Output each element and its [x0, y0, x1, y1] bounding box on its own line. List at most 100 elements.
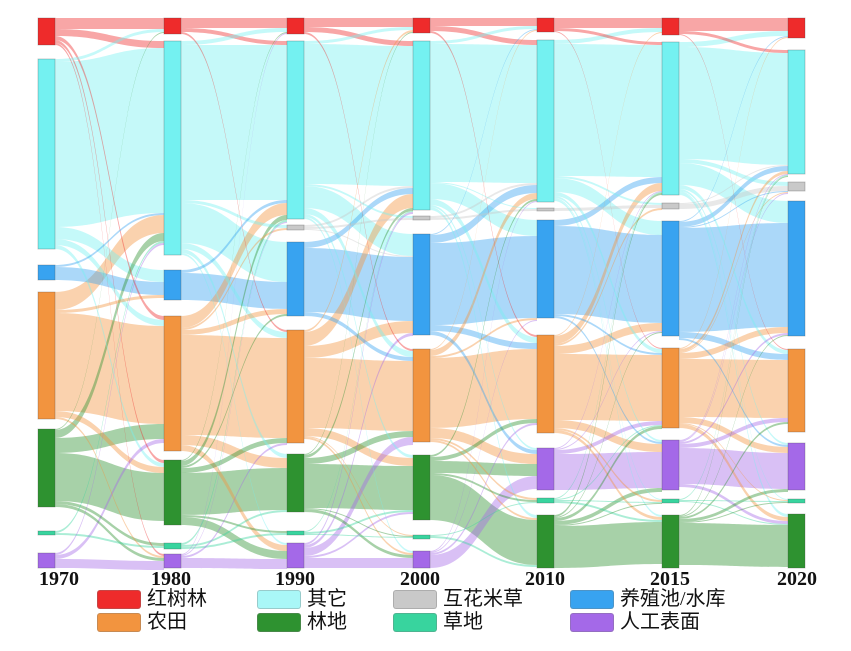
- flow-art-to-for: [304, 512, 413, 558]
- node-far-2015: [661, 347, 680, 429]
- flow-art-to-far: [304, 437, 413, 556]
- node-gra-2020: [787, 498, 806, 504]
- flow-art-to-aqu: [679, 333, 788, 444]
- flow-far-to-far: [430, 349, 537, 428]
- flow-for-to-oth: [181, 215, 287, 466]
- flow-oth-to-art: [304, 217, 413, 553]
- flow-gra-to-gra: [430, 502, 537, 536]
- flow-aqu-to-art: [554, 316, 662, 444]
- flow-oth-to-for: [181, 249, 287, 458]
- flow-oth-to-man: [554, 28, 662, 44]
- flow-oth-to-oth: [181, 45, 287, 200]
- flow-man-to-man: [55, 18, 164, 29]
- node-aqu-2015: [661, 220, 680, 337]
- node-far-2020: [787, 348, 806, 433]
- legend-item-oth: 其它: [257, 588, 347, 610]
- flow-gra-to-gra: [181, 533, 287, 549]
- flow-aqu-to-oth: [55, 213, 164, 267]
- flow-oth-to-for: [679, 192, 788, 517]
- flow-oth-to-spa: [554, 176, 662, 205]
- flow-for-to-art: [430, 461, 537, 476]
- flow-for-to-for: [430, 475, 537, 565]
- node-oth-2015: [661, 41, 680, 196]
- flow-far-to-art: [304, 437, 413, 555]
- legend-swatch-far: [97, 613, 141, 632]
- flow-aqu-to-far: [304, 312, 413, 361]
- node-aqu-2020: [787, 200, 806, 337]
- flow-far-to-aqu: [679, 327, 788, 359]
- flow-spa-to-oth: [430, 183, 537, 218]
- flow-far-to-far: [304, 358, 413, 431]
- flow-man-to-man: [304, 18, 413, 27]
- flow-oth-to-man: [430, 26, 537, 44]
- flow-far-to-art: [430, 428, 537, 464]
- node-for-2010: [536, 514, 555, 569]
- flow-for-to-gra: [181, 515, 287, 533]
- flow-far-to-art: [554, 420, 662, 452]
- flow-man-to-far: [430, 31, 537, 337]
- flow-gra-to-far: [554, 425, 662, 500]
- flow-oth-to-art: [679, 189, 788, 445]
- flow-oth-to-aqu: [304, 186, 413, 256]
- flow-oth-to-spa: [679, 159, 788, 186]
- flow-far-to-for: [181, 435, 287, 468]
- flow-for-to-for: [304, 464, 413, 510]
- flow-gra-to-for: [430, 536, 537, 567]
- flow-oth-to-spa: [181, 200, 287, 228]
- node-art-1990: [286, 542, 305, 569]
- flow-man-to-man: [554, 18, 662, 28]
- flow-for-to-art: [554, 488, 662, 525]
- flow-for-to-man: [181, 32, 287, 461]
- legend-label-far: 农田: [147, 611, 187, 633]
- flow-for-to-far: [304, 431, 413, 464]
- flow-for-to-for: [55, 453, 164, 521]
- flow-aqu-to-far: [430, 325, 537, 349]
- flow-art-to-oth: [304, 212, 413, 545]
- node-art-1980: [163, 553, 182, 569]
- flow-man-to-far: [181, 32, 287, 332]
- flow-oth-to-aqu: [55, 227, 164, 282]
- flow-aqu-to-oth: [304, 188, 413, 248]
- flow-aqu-to-aqu: [181, 273, 287, 309]
- flow-art-to-spa: [679, 193, 788, 442]
- node-gra-2015: [661, 498, 680, 504]
- flow-gra-to-oth: [679, 175, 788, 500]
- flow-for-to-aqu: [679, 335, 788, 517]
- flow-for-to-oth: [679, 176, 788, 516]
- legend-label-for: 林地: [307, 611, 347, 633]
- node-gra-2010: [536, 497, 555, 504]
- node-for-1970: [37, 428, 56, 508]
- flow-for-to-art: [181, 517, 287, 559]
- flow-man-to-far: [55, 36, 164, 320]
- node-aqu-2000: [412, 233, 431, 336]
- flow-oth-to-for: [430, 207, 537, 518]
- flow-art-to-art: [554, 452, 662, 490]
- flow-man-to-oth: [430, 26, 537, 45]
- flow-for-to-for: [181, 468, 287, 515]
- node-spa-2000: [412, 215, 431, 221]
- flow-oth-to-far: [55, 239, 164, 326]
- legend-item-man: 红树林: [97, 589, 207, 609]
- flow-art-to-aqu: [430, 320, 537, 553]
- node-art-2010: [536, 447, 555, 491]
- node-spa-1990: [286, 224, 305, 231]
- flow-gra-to-oth: [181, 220, 287, 545]
- legend-item-gra: 草地: [393, 612, 483, 632]
- flow-art-to-far: [554, 421, 662, 454]
- flow-aqu-to-spa: [679, 191, 788, 228]
- flow-for-to-gra: [679, 502, 788, 523]
- node-man-1980: [163, 17, 182, 35]
- flow-spa-to-spa: [430, 209, 537, 220]
- flow-far-to-oth: [181, 203, 287, 328]
- flow-man-to-oth: [55, 29, 164, 48]
- flow-oth-to-oth: [679, 47, 788, 165]
- flow-oth-to-spa: [304, 184, 413, 218]
- flow-aqu-to-oth: [430, 185, 537, 243]
- axis-label-2015: 2015: [650, 568, 690, 590]
- node-far-1970: [37, 291, 56, 420]
- legend-label-oth: 其它: [307, 588, 347, 610]
- flow-oth-to-far: [181, 243, 287, 338]
- flow-oth-to-far: [430, 199, 537, 343]
- flow-for-to-for: [679, 523, 788, 567]
- flow-oth-to-man: [679, 31, 788, 47]
